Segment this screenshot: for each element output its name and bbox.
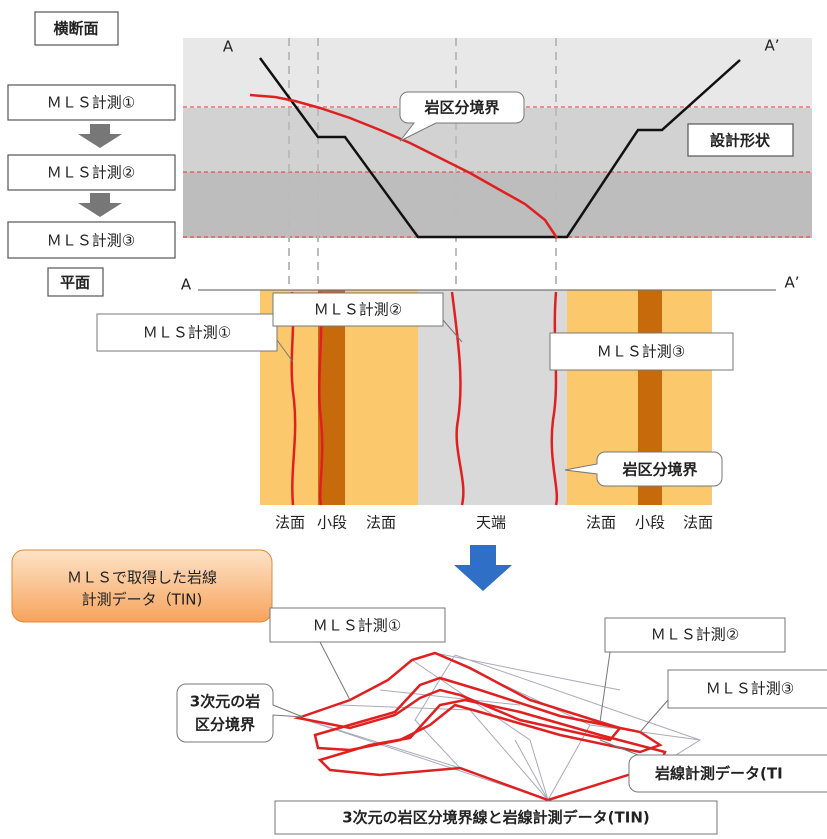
- callout-label: 3次元の岩: [190, 693, 260, 711]
- note-label: 計測データ（TIN): [82, 591, 203, 609]
- section-label: A’: [764, 37, 779, 55]
- band-low: [183, 172, 812, 238]
- callout: [272, 292, 444, 327]
- callout-label: 岩区分境界: [621, 461, 697, 479]
- callout-label: ＭＬＳ計測①: [313, 617, 401, 635]
- callout: [687, 123, 794, 157]
- zone-label: 法面: [683, 514, 713, 532]
- zone-labels: 法面 小段 法面 天端 法面 小段 法面: [275, 514, 713, 532]
- title: 平面: [60, 274, 90, 292]
- callout-label: ＭＬＳ計測②: [314, 301, 402, 319]
- shape: [317, 698, 667, 802]
- callout: [96, 313, 278, 352]
- step-label: ＭＬＳ計測③: [47, 232, 135, 250]
- zone-label: 法面: [275, 514, 305, 532]
- callout-pointer: [442, 319, 463, 343]
- step-box: [7, 154, 176, 191]
- shape: [313, 676, 663, 754]
- callout: [604, 617, 786, 653]
- section-label: A: [223, 38, 234, 56]
- zone-label: 法面: [366, 514, 396, 532]
- step-box: [7, 221, 176, 259]
- zone-label: 小段: [635, 514, 665, 532]
- rock-boundary: [249, 93, 559, 239]
- title: 横断面: [53, 20, 98, 38]
- callout: [176, 683, 304, 743]
- zone-label: 法面: [586, 514, 616, 532]
- callout-label: 設計形状: [710, 132, 771, 150]
- callout-pointer: [639, 699, 669, 733]
- boundary-line: [550, 291, 559, 506]
- step-arrow: [78, 124, 122, 148]
- callout-label: ＭＬＳ計測②: [651, 626, 739, 644]
- tin-mesh: [293, 651, 702, 802]
- step-arrow: [78, 193, 122, 217]
- section-label: A’: [784, 274, 799, 292]
- boundary-line: [450, 291, 465, 506]
- callout-label: ＭＬＳ計測③: [706, 680, 794, 698]
- design-shape: [258, 57, 741, 239]
- callout-label: ＭＬＳ計測③: [597, 343, 685, 361]
- callout-label: 岩区分境界: [423, 99, 499, 117]
- boundary-line: [318, 291, 324, 506]
- title-box: [34, 11, 119, 46]
- callout-pointer: [276, 339, 294, 363]
- callout-label: 区分境界: [195, 716, 255, 734]
- zone-label: 天端: [476, 514, 506, 532]
- step-label: ＭＬＳ計測②: [47, 164, 135, 182]
- callout: [667, 669, 827, 709]
- caption-box: [274, 800, 718, 835]
- section-label: A: [181, 276, 192, 294]
- step-label: ＭＬＳ計測①: [47, 94, 135, 112]
- note-label: ＭＬＳで取得した岩線: [67, 569, 217, 587]
- zone-label: 小段: [317, 514, 347, 532]
- note-box: [11, 549, 273, 623]
- callout: [599, 739, 827, 793]
- title-box: [47, 267, 104, 297]
- down-arrow: [454, 545, 512, 591]
- callout: [549, 332, 734, 371]
- callout: [564, 451, 723, 487]
- callout-label: ＭＬＳ計測①: [143, 324, 231, 342]
- callout-pointer: [319, 641, 351, 701]
- callout: [269, 607, 446, 643]
- step-box: [7, 84, 176, 121]
- callout-label: 岩線計測データ(TI: [654, 765, 783, 783]
- callout-pointer: [599, 651, 611, 723]
- callout: [399, 91, 525, 142]
- caption: 3次元の岩区分境界線と岩線計測データ(TIN): [342, 809, 650, 827]
